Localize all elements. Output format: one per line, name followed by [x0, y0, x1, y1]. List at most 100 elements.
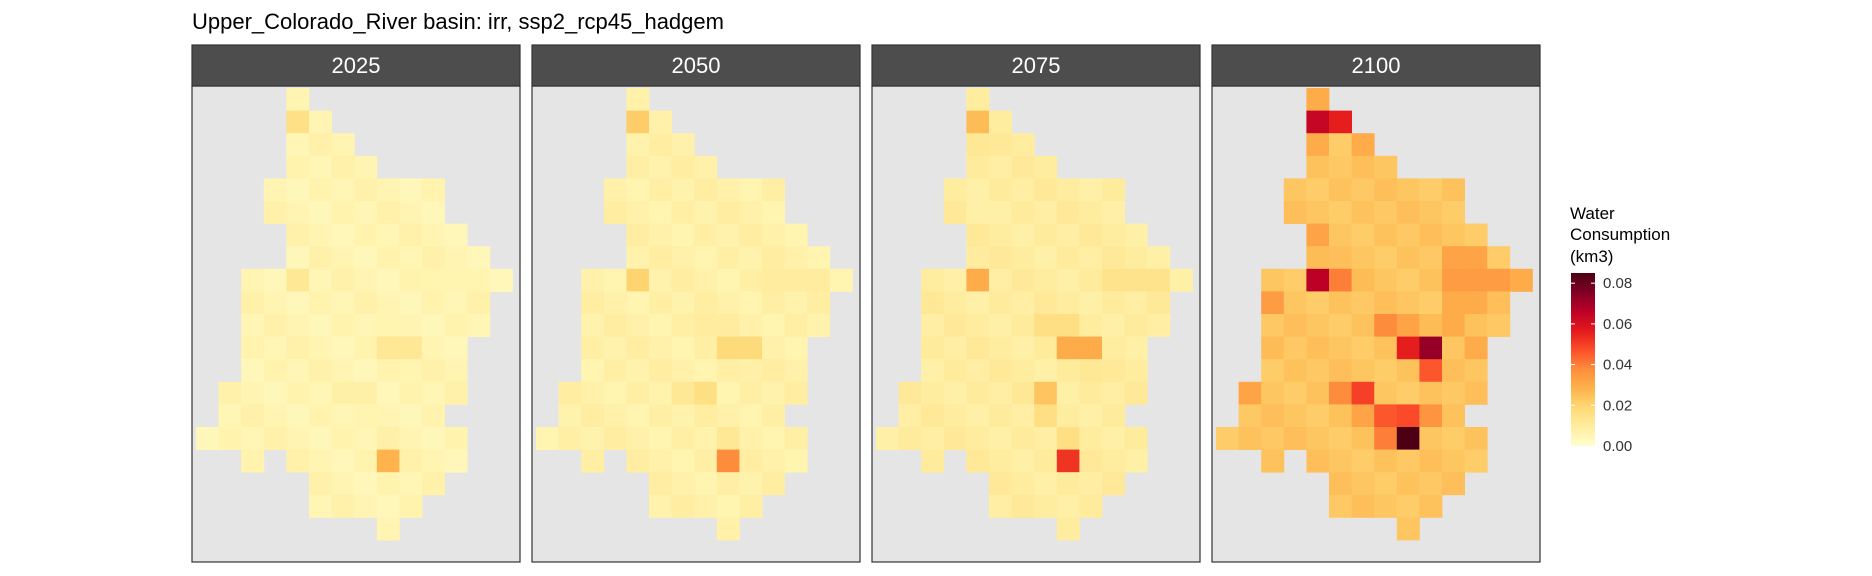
heatmap-cell [1329, 359, 1352, 383]
heatmap-cell [354, 427, 378, 450]
heatmap-cell [1102, 381, 1125, 405]
heatmap-cell [1396, 201, 1420, 224]
heatmap-cell [1102, 246, 1125, 270]
heatmap-cell [1011, 268, 1035, 292]
heatmap-cell [921, 314, 945, 337]
heatmap-cell [331, 472, 355, 496]
heatmap-cell [966, 268, 990, 292]
heatmap-cell [376, 427, 400, 450]
heatmap-cell [649, 223, 672, 247]
heatmap-cell [1442, 201, 1465, 224]
heatmap-cell [694, 449, 718, 473]
heatmap-cell [1487, 268, 1511, 292]
heatmap-cell [1464, 427, 1488, 450]
heatmap-cell [671, 178, 695, 202]
heatmap-cell [1079, 427, 1103, 450]
heatmap-cell [558, 381, 582, 405]
heatmap-cell [739, 472, 763, 496]
heatmap-cell [241, 381, 265, 405]
heatmap-cell [739, 291, 763, 315]
heatmap-cell [1034, 268, 1058, 292]
heatmap-cell [422, 427, 445, 450]
heatmap-cell [716, 381, 740, 405]
heatmap-cell [354, 359, 378, 383]
heatmap-cell [671, 246, 695, 270]
heatmap-cell [626, 201, 650, 224]
heatmap-cell [1056, 381, 1080, 405]
heatmap-cell [1034, 336, 1058, 360]
heatmap-cell [399, 223, 423, 247]
heatmap-cell [739, 404, 763, 428]
heatmap-cell [784, 314, 808, 337]
heatmap-cell [1396, 381, 1420, 405]
heatmap-cell [376, 314, 400, 337]
heatmap-cell [1079, 494, 1103, 518]
heatmap-cell [286, 155, 310, 179]
heatmap-cell [376, 246, 400, 270]
heatmap-cell [694, 246, 718, 270]
heatmap-cell [1056, 517, 1080, 541]
heatmap-cell [1261, 404, 1285, 428]
heatmap-cell [581, 314, 605, 337]
heatmap-cell [671, 223, 695, 247]
heatmap-cell [1124, 246, 1148, 270]
heatmap-cell [309, 155, 332, 179]
heatmap-cell [1419, 449, 1443, 473]
heatmap-cell [1442, 449, 1465, 473]
heatmap-cell [489, 268, 513, 292]
heatmap-cell [1261, 427, 1285, 450]
heatmap-cell [444, 449, 468, 473]
heatmap-cell [241, 314, 265, 337]
heatmap-cell [1396, 404, 1420, 428]
heatmap-cell [603, 314, 627, 337]
heatmap-cell [467, 291, 491, 315]
heatmap-cell [626, 291, 650, 315]
heatmap-cell [1034, 472, 1058, 496]
heatmap-cell [376, 336, 400, 360]
heatmap-cell [671, 472, 695, 496]
heatmap-cell [399, 381, 423, 405]
facet-panel-2050: 2050 [531, 44, 861, 563]
heatmap-cell [309, 178, 332, 202]
heatmap-cell [376, 268, 400, 292]
facet-strip-label: 2025 [332, 53, 381, 78]
heatmap-cell [1442, 223, 1465, 247]
heatmap-cell [581, 268, 605, 292]
heatmap-cell [376, 517, 400, 541]
heatmap-cell [309, 494, 332, 518]
heatmap-cell [331, 178, 355, 202]
heatmap-cell [286, 133, 310, 157]
heatmap-cell [943, 427, 967, 450]
heatmap-cell [376, 494, 400, 518]
heatmap-cell [1396, 268, 1420, 292]
heatmap-cell [921, 381, 945, 405]
heatmap-cell [444, 427, 468, 450]
heatmap-cell [1442, 336, 1465, 360]
facet-strip [531, 44, 861, 87]
heatmap-cell [943, 336, 967, 360]
heatmap-cell [966, 155, 990, 179]
heatmap-cell [1351, 246, 1375, 270]
heatmap-cell [966, 449, 990, 473]
heatmap-cell [1306, 246, 1330, 270]
heatmap-cell [1419, 472, 1443, 496]
heatmap-cell [739, 314, 763, 337]
heatmap-cell [1238, 381, 1262, 405]
heatmap-cell [671, 359, 695, 383]
heatmap-cell [536, 427, 559, 450]
heatmap-cell [807, 291, 831, 315]
heatmap-cell [1283, 381, 1307, 405]
heatmap-cell [671, 404, 695, 428]
heatmap-cell [1442, 381, 1465, 405]
heatmap-cell [1374, 472, 1398, 496]
heatmap-cell [626, 223, 650, 247]
heatmap-cell [286, 268, 310, 292]
heatmap-cell [739, 494, 763, 518]
heatmap-cell [989, 472, 1012, 496]
heatmap-cell [1238, 404, 1262, 428]
heatmap-cell [966, 314, 990, 337]
heatmap-cell [943, 359, 967, 383]
heatmap-cell [196, 427, 219, 450]
heatmap-cell [739, 359, 763, 383]
heatmap-cell [444, 314, 468, 337]
